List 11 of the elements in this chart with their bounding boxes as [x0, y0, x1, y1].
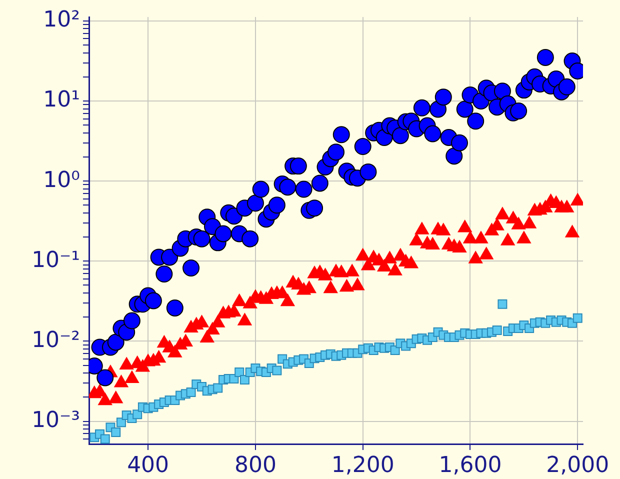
- y-tick-label: 10⁻¹: [32, 248, 80, 273]
- y-tick-label: 10⁻²: [32, 328, 80, 353]
- x-tick-label: 2,000: [546, 452, 610, 478]
- y-tick-label: 10⁰: [43, 168, 80, 193]
- x-tick-label: 400: [127, 452, 170, 478]
- y-tick-label: 10¹: [43, 88, 80, 113]
- x-tick-label: 1,600: [438, 452, 502, 478]
- y-tick-label: 10⁻³: [32, 408, 80, 433]
- x-tick-label: 1,200: [331, 452, 394, 478]
- y-tick-label: 10²: [43, 8, 80, 33]
- x-tick-label: 800: [234, 452, 276, 478]
